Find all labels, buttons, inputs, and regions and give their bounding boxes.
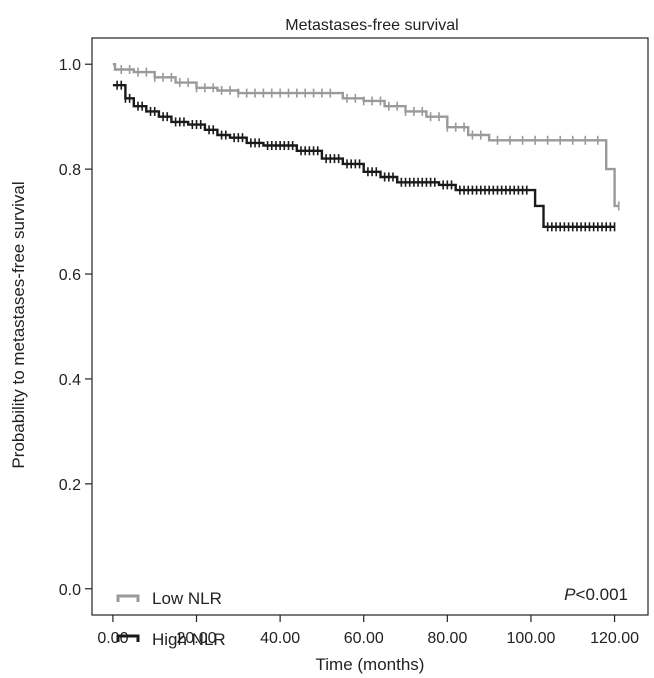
legend-swatch-low-nlr (116, 594, 140, 602)
x-tick-label: 0.00 (97, 630, 128, 647)
y-axis-label: Probability to metastases-free survival (9, 181, 28, 468)
survival-line-high-nlr (112, 84, 615, 228)
x-tick-label: 80.00 (427, 630, 467, 647)
legend-swatch-high-nlr (116, 634, 140, 642)
y-tick-label: 0.6 (59, 267, 81, 284)
y-tick-label: 0.2 (59, 477, 81, 494)
p-value-symbol: P (564, 585, 576, 604)
legend: Low NLR High NLR (116, 589, 226, 649)
y-tick-label: 0.0 (59, 582, 81, 599)
x-tick-label: 120.00 (590, 630, 639, 647)
x-tick-label: 20.00 (176, 630, 216, 647)
series-layer (112, 63, 620, 232)
x-axis: 0.00 20.00 40.00 60.00 80.00 100.00 120.00 (97, 615, 639, 647)
plot-frame (91, 37, 649, 616)
x-axis-label: Time (months) (316, 655, 425, 674)
y-axis: 0.0 0.2 0.4 0.6 0.8 1.0 (59, 57, 92, 599)
y-tick-label: 0.8 (59, 162, 81, 179)
chart-title: Metastases-free survival (285, 17, 458, 34)
p-value-text: <0.001 (576, 585, 628, 604)
x-tick-label: 100.00 (506, 630, 555, 647)
legend-label-low-nlr: Low NLR (152, 589, 222, 608)
series-low-nlr (112, 63, 620, 211)
x-tick-label: 40.00 (260, 630, 300, 647)
series-high-nlr (112, 80, 616, 232)
x-tick-label: 60.00 (344, 630, 384, 647)
y-tick-label: 0.4 (59, 372, 81, 389)
p-value-annotation: P<0.001 (564, 585, 628, 604)
y-tick-label: 1.0 (59, 57, 81, 74)
legend-label-high-nlr: High NLR (152, 630, 226, 649)
